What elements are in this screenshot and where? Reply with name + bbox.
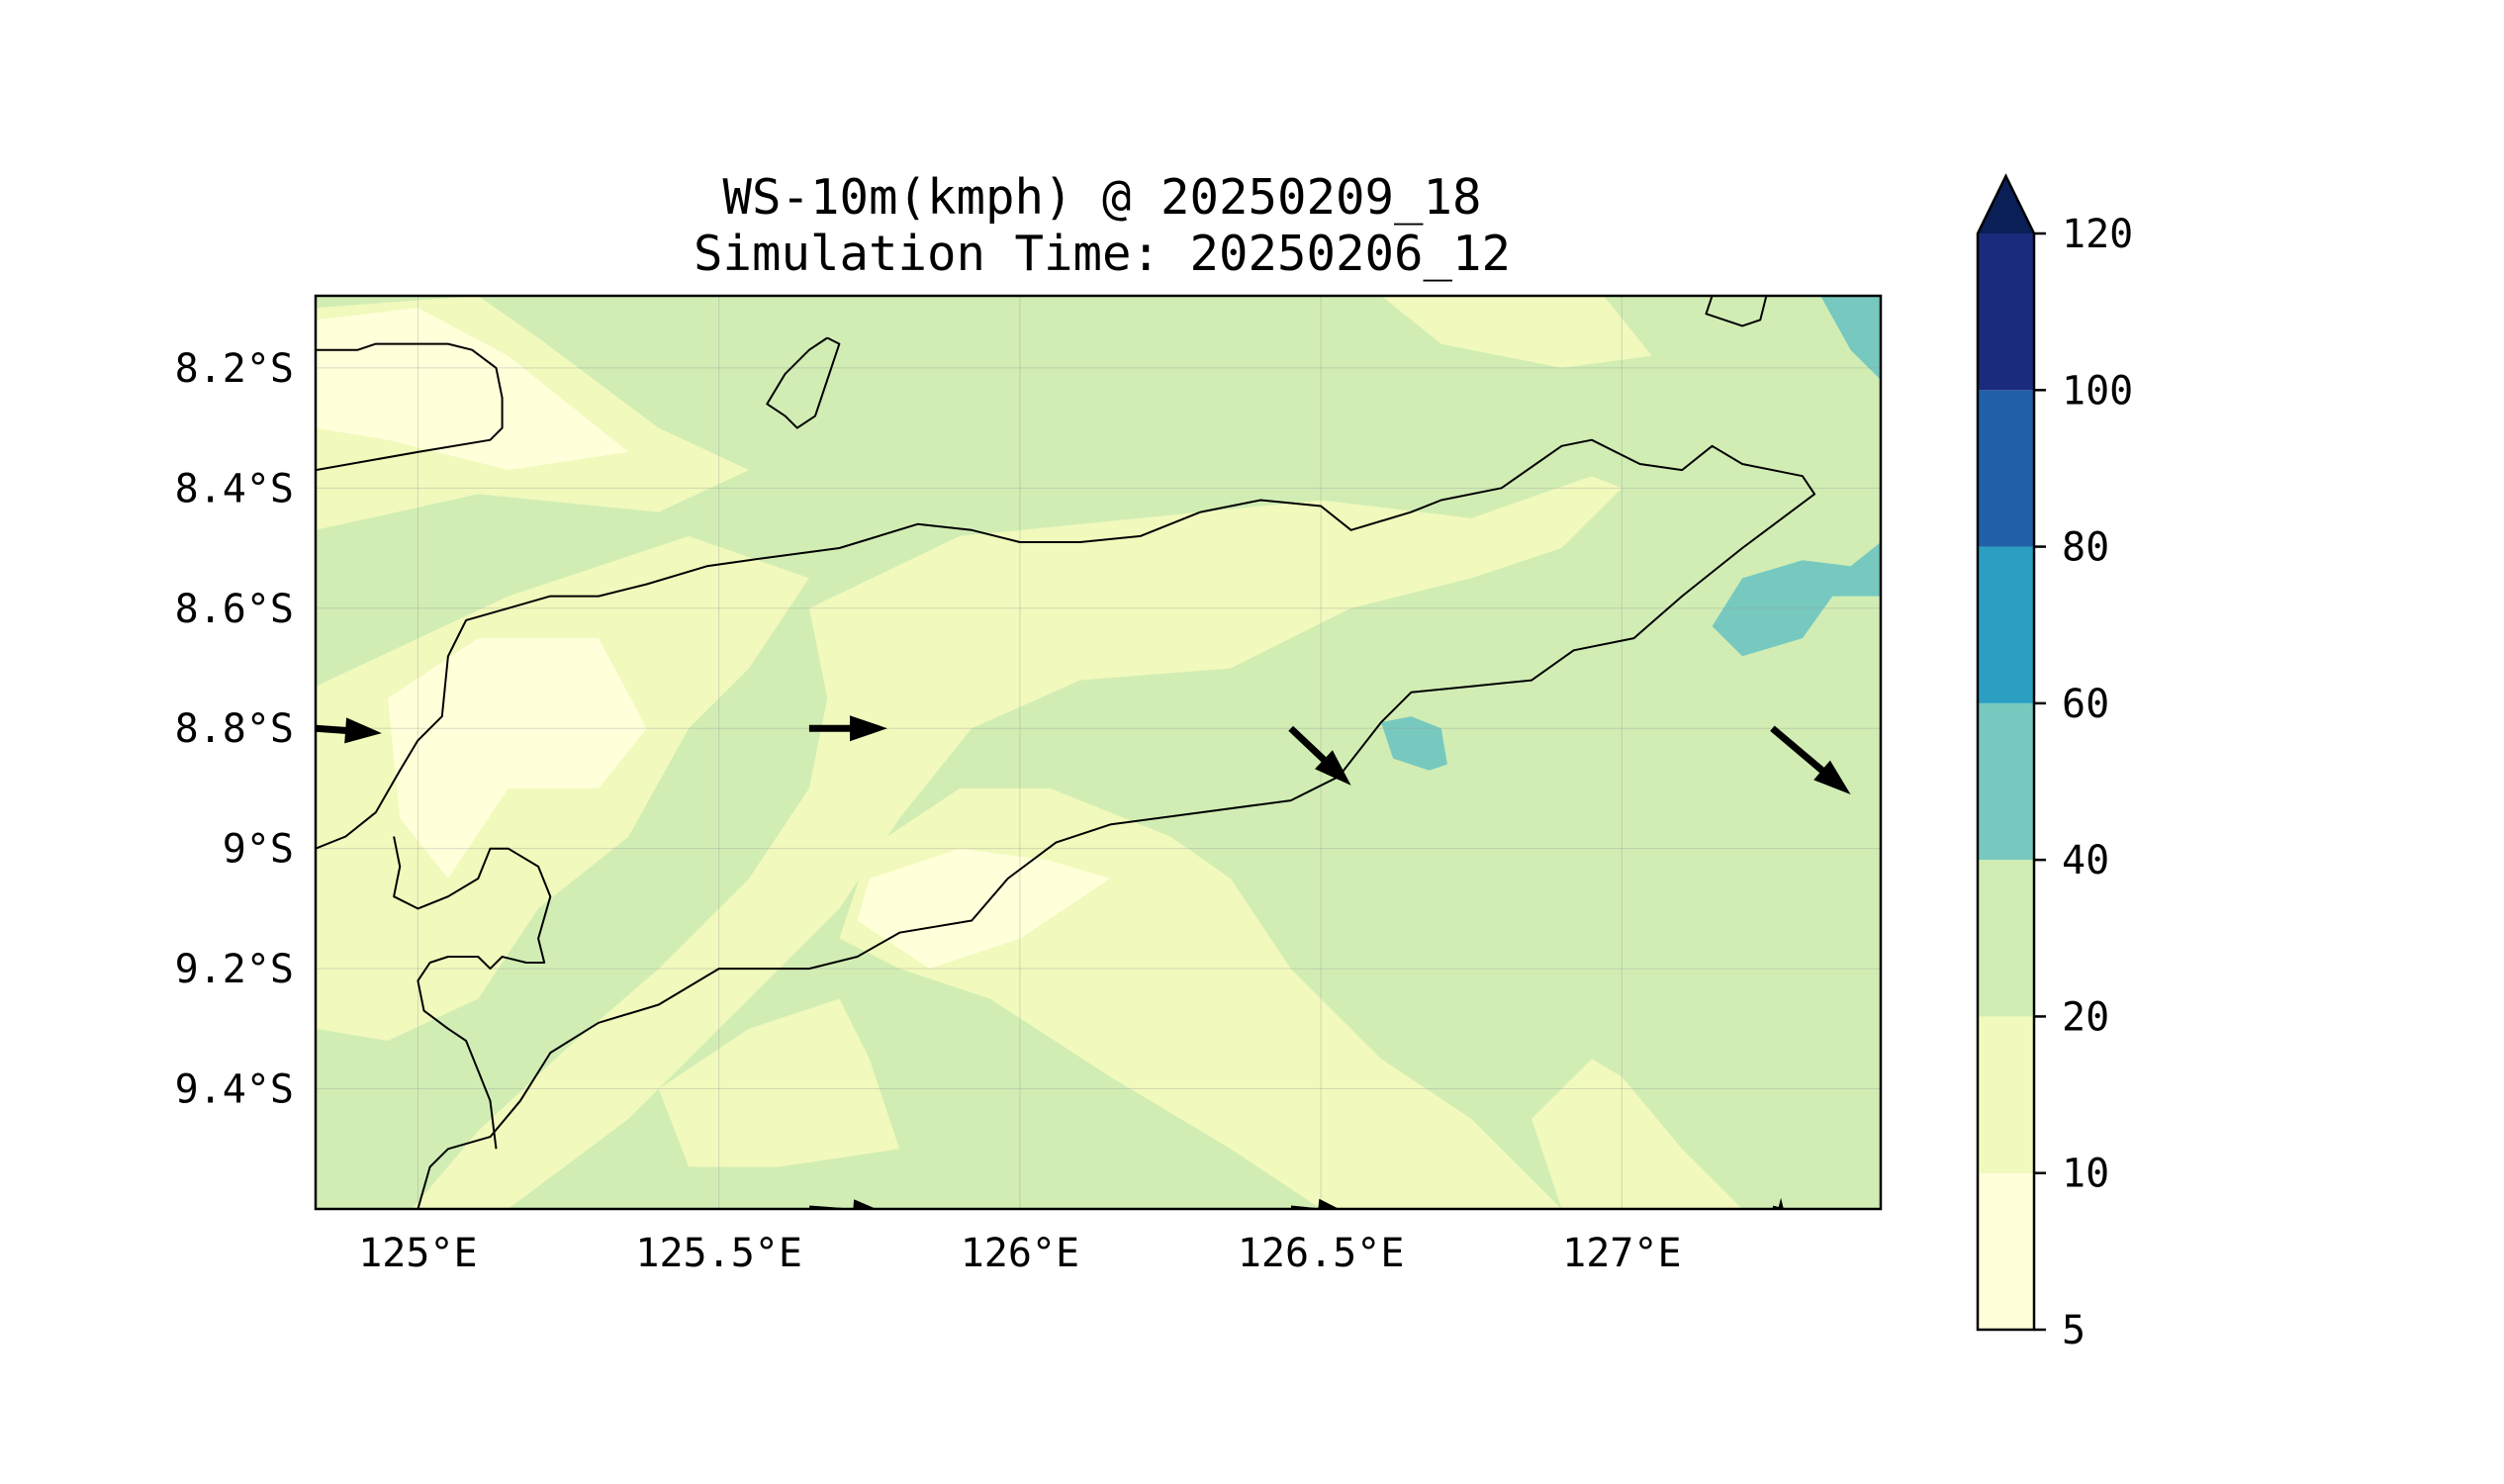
colorbar-tick-label-6: 100 (2062, 368, 2133, 414)
fill-region-12 (1381, 716, 1447, 771)
colorbar-bin-80-100 (1978, 390, 2034, 547)
colorbar-frame (1976, 173, 2036, 1332)
colorbar-bin-5-10 (1978, 1172, 2034, 1330)
wind-arrow-2 (1288, 725, 1351, 786)
coastlines (316, 296, 1816, 1209)
y-tick-label-0: 8.2°S (175, 346, 294, 392)
colorbar-bin-10-20 (1978, 1016, 2034, 1173)
map-frame (314, 294, 1883, 1211)
y-tick-label-6: 9.4°S (175, 1067, 294, 1113)
fill-region-4 (388, 638, 647, 879)
wind-speed-fills (316, 296, 1881, 1209)
coastline-3 (393, 836, 552, 1150)
colorbar-tick-label-1: 10 (2062, 1152, 2109, 1197)
fill-region-9 (1531, 1059, 1743, 1209)
coastline-4 (1705, 296, 1768, 327)
coastline-1 (766, 336, 841, 429)
latitude-ticks: 8.2°S 8.4°S 8.6°S 8.8°S 9°S 9.2°S 9.4°S (175, 346, 294, 1113)
colorbar-tick-label-2: 20 (2062, 994, 2109, 1040)
colorbar-tick-label-3: 40 (2062, 838, 2109, 883)
fill-region-2 (1381, 296, 1652, 368)
wind-arrow-0 (316, 717, 382, 744)
wind-arrow-6 (1772, 1197, 1784, 1209)
colorbar-tick-label-0: 5 (2062, 1308, 2086, 1353)
x-tick-label-0: 125°E (358, 1231, 477, 1276)
fill-region-11 (1712, 542, 1881, 657)
wind-vectors (316, 715, 1851, 1209)
map-area (314, 294, 1883, 1211)
colorbar-tick-label-5: 80 (2062, 525, 2109, 571)
x-tick-label-2: 126°E (961, 1231, 1079, 1276)
coastline-0 (316, 342, 504, 472)
x-tick-label-4: 127°E (1562, 1231, 1681, 1276)
colorbar: 5 10 20 40 60 80 100 120 (1976, 173, 2133, 1353)
y-tick-label-1: 8.4°S (175, 466, 294, 511)
gridlines (316, 296, 1881, 1209)
colorbar-tick-label-4: 60 (2062, 682, 2109, 727)
fill-region-1 (316, 308, 629, 471)
fill-region-8 (658, 998, 900, 1167)
coastline-2 (316, 438, 1816, 1209)
y-tick-label-3: 8.8°S (175, 706, 294, 752)
fill-region-7 (857, 848, 1111, 970)
wind-arrow-4 (808, 1199, 877, 1209)
wind-arrow-1 (808, 715, 887, 742)
fill-region-3 (316, 535, 809, 1041)
fill-region-5 (412, 476, 1623, 1209)
y-tick-label-4: 9°S (223, 827, 294, 873)
fill-region-10 (1820, 296, 1881, 380)
y-tick-label-2: 8.6°S (175, 587, 294, 632)
x-tick-label-1: 125.5°E (635, 1231, 802, 1276)
colorbar-bin-100-120 (1978, 233, 2034, 391)
colorbar-bin-20-40 (1978, 860, 2034, 1017)
x-tick-label-3: 126.5°E (1238, 1231, 1405, 1276)
colorbar-extend-arrow (1978, 176, 2034, 233)
wind-arrow-5 (1290, 1198, 1340, 1209)
longitude-ticks: 125°E 125.5°E 126°E 126.5°E 127°E (358, 1231, 1681, 1276)
colorbar-bin-60-80 (1978, 546, 2034, 703)
wind-arrow-3 (1770, 725, 1851, 794)
map-subtitle: Simulation Time: 20250206_12 (694, 226, 1511, 282)
map-title: WS-10m(kmph) @ 20250209_18 (722, 169, 1481, 226)
colorbar-bin-40-60 (1978, 702, 2034, 861)
y-tick-label-5: 9.2°S (175, 947, 294, 992)
colorbar-tick-label-7: 120 (2062, 212, 2133, 257)
